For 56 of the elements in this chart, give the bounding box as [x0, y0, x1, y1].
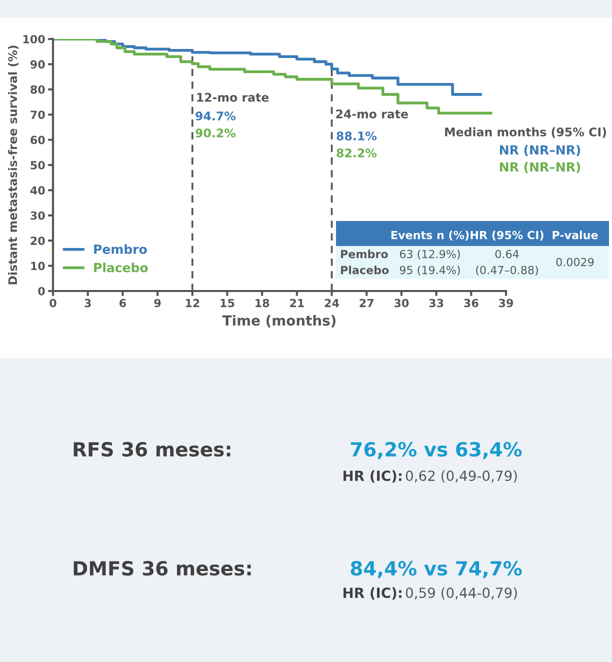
x-tick-label: 18 [256, 298, 270, 308]
y-tick-label: 50 [30, 160, 45, 170]
y-tick-label: 70 [30, 110, 45, 119]
ref-line-label: 12-mo rate [197, 92, 269, 102]
legend-label: Pembro [94, 244, 147, 254]
text: HR (IC): [344, 470, 402, 483]
x-tick-label: 9 [154, 298, 161, 308]
x-tick-label: 3 [84, 298, 91, 308]
x-tick-label: 36 [464, 298, 478, 308]
text: 76,2% vs 63,4% [350, 442, 522, 460]
annotation: Events n (%) [391, 230, 469, 241]
text: HR (IC): [344, 587, 402, 600]
annotation: NR (NR–NR) [500, 162, 580, 174]
annotation: Placebo [341, 266, 389, 274]
annotation: 0.64 [495, 250, 519, 258]
x-tick-label: 6 [120, 298, 126, 308]
x-tick-label: 27 [360, 298, 374, 308]
annotation: HR (95% CI) [470, 230, 544, 241]
x-tick-label: 15 [220, 298, 234, 308]
text: 0,59 (0,44-0,79) [406, 587, 517, 600]
annotation: 88.1% [336, 131, 377, 140]
annotation: 82.2% [336, 148, 377, 158]
ref-line-label: 24-mo rate [336, 110, 408, 118]
text: 0,62 (0,49-0,79) [406, 470, 517, 483]
y-tick-label: 80 [30, 85, 45, 94]
y-tick-label: 90 [30, 60, 45, 69]
x-tick-label: 12 [186, 298, 200, 308]
annotation: (0.47–0.88) [476, 266, 538, 276]
y-tick-label: 40 [30, 186, 45, 195]
y-tick-label: 10 [31, 262, 45, 270]
y-tick-label: 30 [30, 211, 45, 220]
x-tick-label: 0 [50, 298, 56, 308]
y-tick-label: 100 [23, 34, 45, 44]
x-tick-label: 33 [429, 298, 444, 308]
x-axis-title: Time (months) [222, 314, 336, 328]
y-axis-title: Distant metastasis-free survival (%) [8, 46, 18, 284]
text: 84,4% vs 74,7% [350, 560, 522, 578]
annotation: 63 (12.9%) [400, 250, 460, 260]
y-tick-label: 60 [30, 136, 45, 144]
legend-label: Placebo [94, 262, 148, 272]
text: P-value [552, 230, 598, 240]
text: DMFS 36 meses: [74, 560, 251, 576]
annotation: 94.7% [196, 111, 236, 120]
annotation: NR (NR–NR) [500, 144, 580, 156]
annotation: Pembro [341, 250, 388, 258]
text: 0.0029 [556, 258, 594, 266]
x-tick-label: 24 [324, 298, 339, 308]
annotation: Median months (95% CI) [445, 127, 606, 138]
text: RFS 36 meses: [74, 442, 230, 457]
x-tick-label: 30 [394, 298, 409, 308]
annotation: 90.2% [196, 128, 236, 138]
y-tick-label: 0 [38, 286, 45, 296]
x-tick-label: 21 [290, 298, 304, 308]
x-tick-label: 39 [499, 298, 514, 308]
y-tick-label: 20 [30, 236, 45, 245]
annotation: 95 (19.4%) [400, 266, 460, 276]
